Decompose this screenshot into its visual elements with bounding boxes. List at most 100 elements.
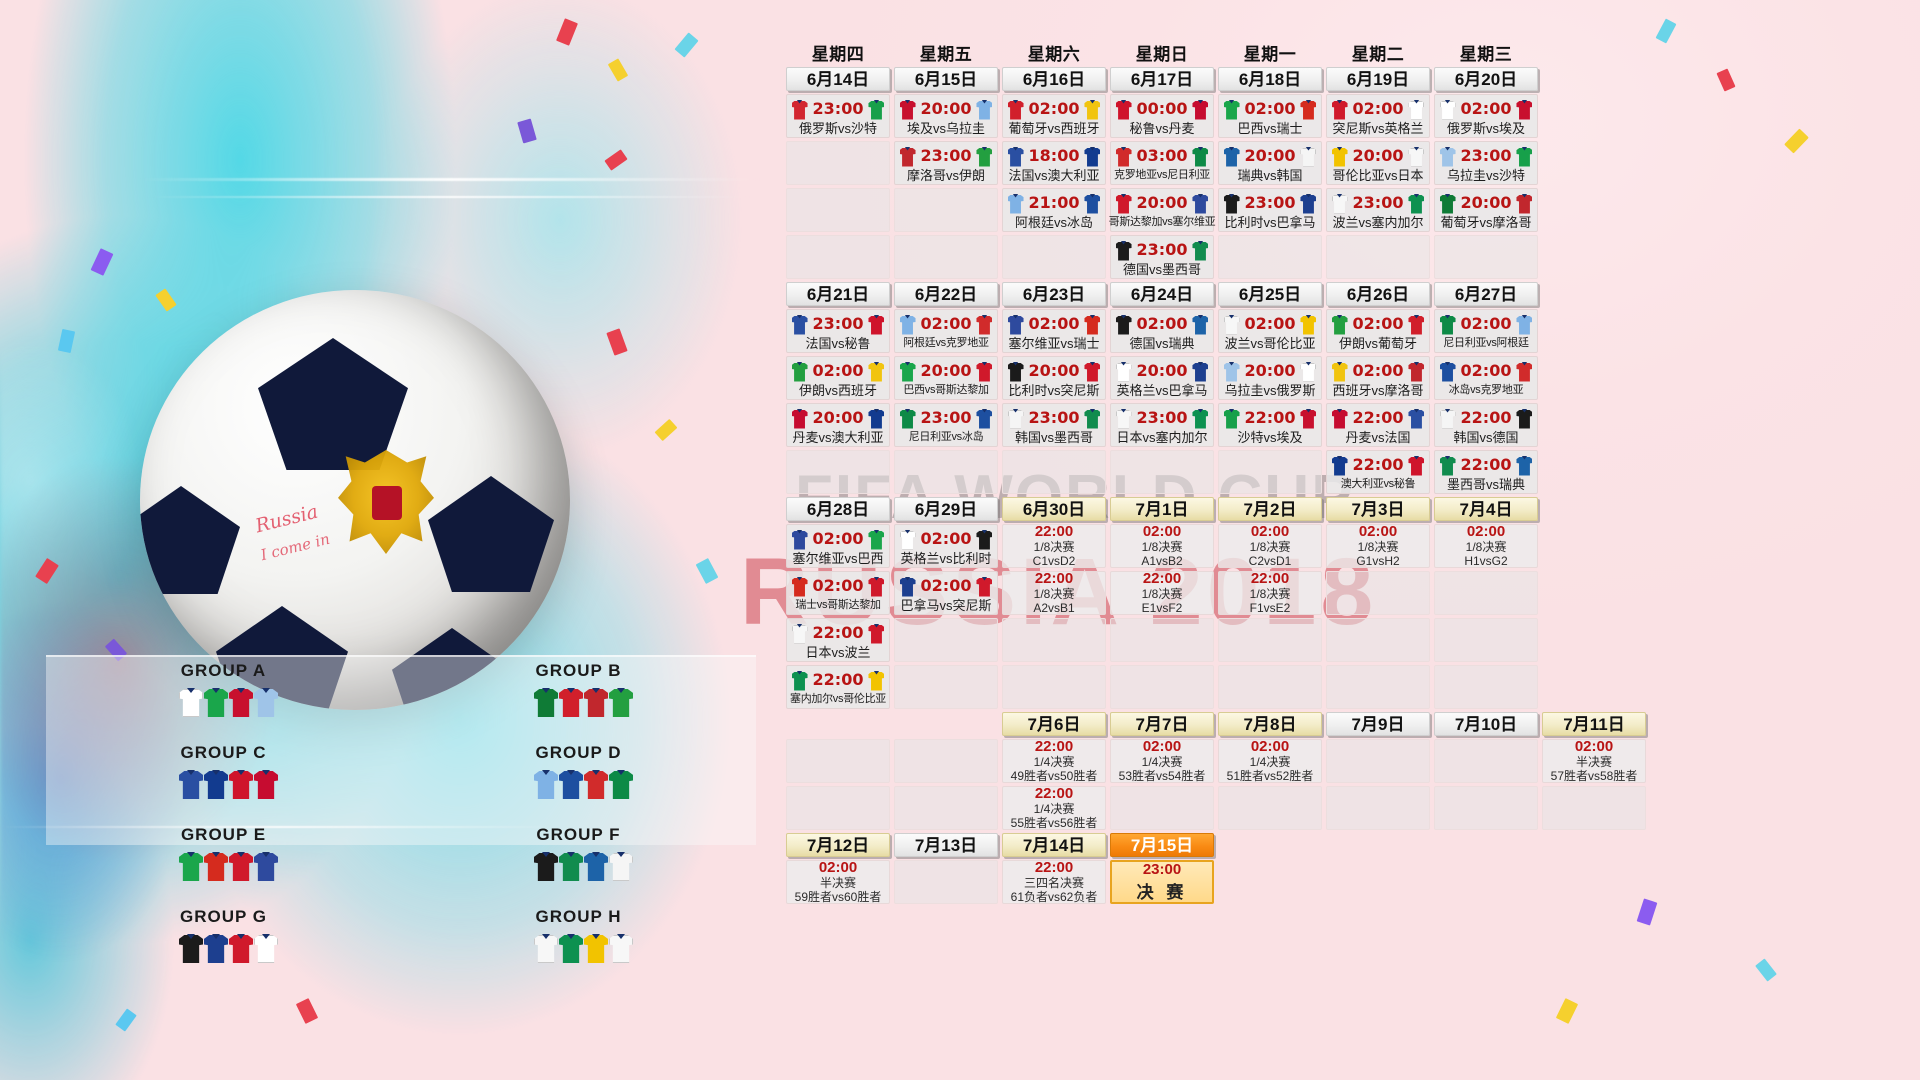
date-header[interactable]: 6月21日 <box>786 282 890 306</box>
match-cell[interactable]: 02:00 德国vs瑞典 <box>1110 309 1214 353</box>
match-cell[interactable]: 02:00 伊朗vs葡萄牙 <box>1326 309 1430 353</box>
date-header[interactable]: 6月28日 <box>786 497 890 521</box>
knockout-match-cell[interactable]: 22:00 三四名决赛 61负者vs62负者 <box>1002 860 1106 904</box>
final-match-cell[interactable]: 23:00 决 赛 <box>1110 860 1214 904</box>
match-cell[interactable]: 02:00 塞尔维亚vs巴西 <box>786 524 890 568</box>
group-e[interactable]: GROUP E <box>46 821 401 903</box>
date-header[interactable]: 7月3日 <box>1326 497 1430 521</box>
match-cell[interactable]: 23:00 德国vs墨西哥 <box>1110 235 1214 279</box>
date-header[interactable]: 6月22日 <box>894 282 998 306</box>
match-cell[interactable]: 20:00 哥斯达黎加vs塞尔维亚 <box>1109 188 1216 232</box>
match-cell[interactable]: 21:00 阿根廷vs冰岛 <box>1002 188 1106 232</box>
match-cell[interactable]: 22:00 丹麦vs法国 <box>1326 403 1430 447</box>
date-header[interactable]: 7月1日 <box>1110 497 1214 521</box>
group-f[interactable]: GROUP F <box>401 821 756 903</box>
match-cell[interactable]: 18:00 法国vs澳大利亚 <box>1002 141 1106 185</box>
date-header[interactable]: 7月8日 <box>1218 712 1322 736</box>
date-header[interactable]: 7月13日 <box>894 833 998 857</box>
date-header[interactable]: 6月20日 <box>1434 67 1538 91</box>
knockout-match-cell[interactable]: 02:00 1/4决赛 53胜者vs54胜者 <box>1110 739 1214 783</box>
match-cell[interactable]: 23:00 波兰vs塞内加尔 <box>1326 188 1430 232</box>
match-cell[interactable]: 02:00 俄罗斯vs埃及 <box>1434 94 1538 138</box>
match-cell[interactable]: 02:00 西班牙vs摩洛哥 <box>1326 356 1430 400</box>
match-cell[interactable]: 02:00 英格兰vs比利时 <box>894 524 998 568</box>
match-cell[interactable]: 23:00 俄罗斯vs沙特 <box>786 94 890 138</box>
match-cell[interactable]: 20:00 乌拉圭vs俄罗斯 <box>1218 356 1322 400</box>
match-cell[interactable]: 23:00 摩洛哥vs伊朗 <box>894 141 998 185</box>
date-header[interactable]: 7月14日 <box>1002 833 1106 857</box>
match-cell[interactable]: 23:00 韩国vs墨西哥 <box>1002 403 1106 447</box>
match-cell[interactable]: 23:00 乌拉圭vs沙特 <box>1434 141 1538 185</box>
match-cell[interactable]: 02:00 冰岛vs克罗地亚 <box>1434 356 1538 400</box>
date-header[interactable]: 7月7日 <box>1110 712 1214 736</box>
match-cell[interactable]: 02:00 巴拿马vs突尼斯 <box>894 571 998 615</box>
knockout-match-cell[interactable]: 02:00 1/8决赛 C2vsD1 <box>1218 524 1322 568</box>
match-cell[interactable]: 22:00 澳大利亚vs秘鲁 <box>1326 450 1430 494</box>
knockout-match-cell[interactable]: 22:00 1/4决赛 49胜者vs50胜者 <box>1002 739 1106 783</box>
date-header[interactable]: 6月30日 <box>1002 497 1106 521</box>
match-cell[interactable]: 20:00 丹麦vs澳大利亚 <box>786 403 890 447</box>
match-cell[interactable]: 02:00 塞尔维亚vs瑞士 <box>1002 309 1106 353</box>
knockout-match-cell[interactable]: 02:00 半决赛 57胜者vs58胜者 <box>1542 739 1646 783</box>
knockout-match-cell[interactable]: 22:00 1/8决赛 F1vsE2 <box>1218 571 1322 615</box>
knockout-match-cell[interactable]: 22:00 1/8决赛 A2vsB1 <box>1002 571 1106 615</box>
match-cell[interactable]: 03:00 克罗地亚vs尼日利亚 <box>1110 141 1214 185</box>
knockout-match-cell[interactable]: 02:00 1/4决赛 51胜者vs52胜者 <box>1218 739 1322 783</box>
date-header[interactable]: 6月14日 <box>786 67 890 91</box>
knockout-match-cell[interactable]: 22:00 1/8决赛 E1vsF2 <box>1110 571 1214 615</box>
knockout-match-cell[interactable]: 02:00 半决赛 59胜者vs60胜者 <box>786 860 890 904</box>
date-header[interactable]: 7月12日 <box>786 833 890 857</box>
group-b[interactable]: GROUP B <box>401 657 756 739</box>
match-cell[interactable]: 02:00 波兰vs哥伦比亚 <box>1218 309 1322 353</box>
group-a[interactable]: GROUP A <box>46 657 401 739</box>
date-header[interactable]: 7月10日 <box>1434 712 1538 736</box>
match-cell[interactable]: 22:00 日本vs波兰 <box>786 618 890 662</box>
match-cell[interactable]: 22:00 韩国vs德国 <box>1434 403 1538 447</box>
match-cell[interactable]: 20:00 比利时vs突尼斯 <box>1002 356 1106 400</box>
match-cell[interactable]: 23:00 日本vs塞内加尔 <box>1110 403 1214 447</box>
match-cell[interactable]: 02:00 尼日利亚vs阿根廷 <box>1434 309 1538 353</box>
date-header[interactable]: 6月26日 <box>1326 282 1430 306</box>
match-cell[interactable]: 22:00 塞内加尔vs哥伦比亚 <box>786 665 890 709</box>
date-header[interactable]: 7月2日 <box>1218 497 1322 521</box>
group-g[interactable]: GROUP G <box>46 903 401 985</box>
knockout-match-cell[interactable]: 02:00 1/8决赛 G1vsH2 <box>1326 524 1430 568</box>
knockout-match-cell[interactable]: 02:00 1/8决赛 H1vsG2 <box>1434 524 1538 568</box>
match-cell[interactable]: 20:00 巴西vs哥斯达黎加 <box>894 356 998 400</box>
date-header[interactable]: 7月6日 <box>1002 712 1106 736</box>
match-cell[interactable]: 22:00 墨西哥vs瑞典 <box>1434 450 1538 494</box>
match-cell[interactable]: 23:00 尼日利亚vs冰岛 <box>894 403 998 447</box>
date-header-final[interactable]: 7月15日 <box>1110 833 1214 857</box>
date-header[interactable]: 6月19日 <box>1326 67 1430 91</box>
date-header[interactable]: 6月18日 <box>1218 67 1322 91</box>
match-cell[interactable]: 02:00 阿根廷vs克罗地亚 <box>894 309 998 353</box>
date-header[interactable]: 6月23日 <box>1002 282 1106 306</box>
date-header[interactable]: 6月24日 <box>1110 282 1214 306</box>
match-cell[interactable]: 20:00 埃及vs乌拉圭 <box>894 94 998 138</box>
date-header[interactable]: 6月27日 <box>1434 282 1538 306</box>
group-h[interactable]: GROUP H <box>401 903 756 985</box>
match-cell[interactable]: 22:00 沙特vs埃及 <box>1218 403 1322 447</box>
knockout-match-cell[interactable]: 22:00 1/8决赛 C1vsD2 <box>1002 524 1106 568</box>
match-cell[interactable]: 23:00 比利时vs巴拿马 <box>1218 188 1322 232</box>
date-header[interactable]: 6月25日 <box>1218 282 1322 306</box>
date-header[interactable]: 7月11日 <box>1542 712 1646 736</box>
date-header[interactable]: 6月29日 <box>894 497 998 521</box>
date-header[interactable]: 7月9日 <box>1326 712 1430 736</box>
date-header[interactable]: 6月17日 <box>1110 67 1214 91</box>
date-header[interactable]: 6月16日 <box>1002 67 1106 91</box>
date-header[interactable]: 7月4日 <box>1434 497 1538 521</box>
match-cell[interactable]: 20:00 瑞典vs韩国 <box>1218 141 1322 185</box>
match-cell[interactable]: 20:00 英格兰vs巴拿马 <box>1110 356 1214 400</box>
match-cell[interactable]: 20:00 哥伦比亚vs日本 <box>1326 141 1430 185</box>
match-cell[interactable]: 00:00 秘鲁vs丹麦 <box>1110 94 1214 138</box>
knockout-match-cell[interactable]: 22:00 1/4决赛 55胜者vs56胜者 <box>1002 786 1106 830</box>
knockout-match-cell[interactable]: 02:00 1/8决赛 A1vsB2 <box>1110 524 1214 568</box>
group-d[interactable]: GROUP D <box>401 739 756 821</box>
date-header[interactable]: 6月15日 <box>894 67 998 91</box>
match-cell[interactable]: 02:00 伊朗vs西班牙 <box>786 356 890 400</box>
match-cell[interactable]: 02:00 葡萄牙vs西班牙 <box>1002 94 1106 138</box>
match-cell[interactable]: 20:00 葡萄牙vs摩洛哥 <box>1434 188 1538 232</box>
match-cell[interactable]: 23:00 法国vs秘鲁 <box>786 309 890 353</box>
match-cell[interactable]: 02:00 突尼斯vs英格兰 <box>1326 94 1430 138</box>
